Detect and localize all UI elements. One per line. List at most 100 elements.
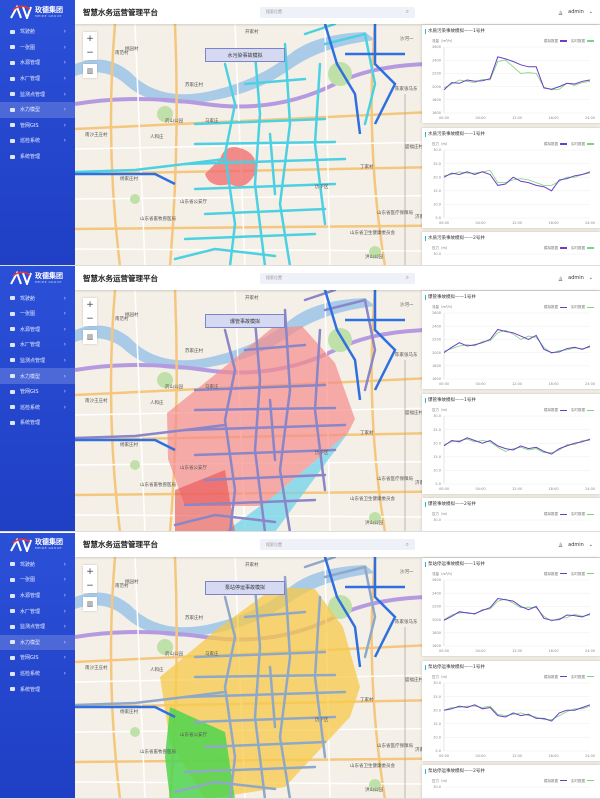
x-tick-label: 18:00 xyxy=(548,221,558,225)
menu-item-icon xyxy=(10,640,15,645)
menu-item-icon xyxy=(10,562,15,567)
y-tick-label: 20.0 xyxy=(433,708,441,712)
scenario-title: 泵站停运事故模拟 xyxy=(205,580,285,595)
chevron-down-icon[interactable]: ⌄ xyxy=(588,275,593,282)
sidebar-item[interactable]: 巡检系统 › xyxy=(0,666,75,682)
sidebar-item-label: 巡检系统 xyxy=(20,138,41,145)
search-icon[interactable]: ⌕ xyxy=(405,540,409,548)
pipe-segment xyxy=(303,556,337,568)
map-layer-button[interactable]: ▥ xyxy=(83,330,97,345)
sidebar-item[interactable]: 管网GIS › xyxy=(0,118,75,134)
zoom-out-button[interactable]: − xyxy=(86,314,94,325)
bell-icon[interactable]: 🔔 xyxy=(558,275,564,281)
pipe-segment xyxy=(75,157,227,174)
sidebar-item[interactable]: 水厂管理 › xyxy=(0,71,75,87)
map-canvas[interactable] xyxy=(75,24,600,266)
zoom-out-button[interactable]: − xyxy=(86,580,94,591)
search-input[interactable]: 搜索位置 ⌕ xyxy=(260,6,415,18)
chevron-right-icon: › xyxy=(63,607,66,615)
sidebar-item[interactable]: 驾驶舱 › xyxy=(0,557,75,573)
map-layer-button[interactable]: ▥ xyxy=(83,596,97,611)
sidebar-item[interactable]: 水力模型 › xyxy=(0,634,75,651)
menu-item-icon xyxy=(10,577,15,582)
sidebar-item[interactable]: 巡检系统 › xyxy=(0,133,75,149)
legend-sim-swatch xyxy=(560,143,567,145)
sidebar-item[interactable]: 监测点管理 › xyxy=(0,353,75,369)
sidebar-item-label: 水源管理 xyxy=(20,60,41,67)
chart-legend: 模拟数据 实时数据 xyxy=(544,246,594,251)
bell-icon[interactable]: 🔔 xyxy=(558,542,564,548)
search-input[interactable]: 搜索位置 ⌕ xyxy=(260,539,415,551)
logo-text-block: 玫德集团 MEIDE GROUP xyxy=(35,539,63,551)
y-tick-label: 2400 xyxy=(432,325,441,329)
menu-item-icon xyxy=(10,687,15,692)
sidebar-item-label: 系统管理 xyxy=(20,686,41,693)
sidebar-item[interactable]: 管网GIS › xyxy=(0,650,75,666)
x-tick-label: 24:00 xyxy=(585,754,595,758)
y-tick-label: 15.0 xyxy=(433,189,441,193)
chevron-down-icon[interactable]: ⌄ xyxy=(588,541,593,548)
menu-item-icon xyxy=(10,420,15,425)
map-place-label: 陈家张马东 xyxy=(395,353,418,359)
chart-card: 水质污染事故模拟——2号井 压力（m） 模拟数据 实时数据 30.0 xyxy=(422,232,600,265)
sidebar-item[interactable]: 一张图 › xyxy=(0,306,75,322)
sidebar-item[interactable]: 水源管理 › xyxy=(0,55,75,71)
chevron-right-icon: › xyxy=(63,310,66,318)
sidebar-item[interactable]: 系统管理 xyxy=(0,415,75,431)
sidebar-item[interactable]: 驾驶舱 › xyxy=(0,24,75,40)
x-tick-label: 00:00 xyxy=(439,649,449,653)
map-place-label: 丁家村 xyxy=(360,431,374,437)
chevron-right-icon: › xyxy=(63,28,66,36)
user-menu[interactable]: 🔔 admin ⌄ xyxy=(558,9,593,15)
chart-title: 水质污染事故模拟——2号井 xyxy=(425,236,485,241)
chevron-down-icon[interactable]: ⌄ xyxy=(588,9,593,15)
chart-y-unit: 压力（m） xyxy=(432,674,450,679)
zoom-out-button[interactable]: − xyxy=(86,48,94,58)
search-input[interactable]: 搜索位置 ⌕ xyxy=(260,272,415,284)
legend-real-swatch xyxy=(587,247,594,249)
legend-sim: 模拟数据 xyxy=(544,512,567,517)
chart-y-unit: 压力（m） xyxy=(432,512,450,517)
y-tick-label: 30.0 xyxy=(433,252,441,256)
sidebar-item[interactable]: 水厂管理 › xyxy=(0,603,75,619)
sidebar-item[interactable]: 驾驶舱 › xyxy=(0,290,75,306)
y-tick-label: 25.0 xyxy=(433,428,441,432)
legend-sim-swatch xyxy=(560,306,567,308)
zoom-in-button[interactable]: + xyxy=(86,34,94,44)
zoom-in-button[interactable]: + xyxy=(86,566,94,577)
line-chart: 30.0 25.0 20.0 15.0 10.0 5.000:00 04:00 12:00 18… xyxy=(433,148,595,225)
legend-sim-label: 模拟数据 xyxy=(544,778,558,783)
sidebar-item[interactable]: 系统管理 xyxy=(0,681,75,697)
map-place-label: 南范村 xyxy=(115,51,129,56)
map-place-label: 药山公园 xyxy=(165,651,183,657)
legend-real: 实时数据 xyxy=(571,572,594,577)
legend-sim: 模拟数据 xyxy=(544,779,567,784)
street xyxy=(234,24,246,265)
search-icon[interactable]: ⌕ xyxy=(405,8,409,15)
zoom-in-button[interactable]: + xyxy=(86,300,94,311)
sidebar-item[interactable]: 水厂管理 › xyxy=(0,337,75,353)
sidebar-item[interactable]: 系统管理 xyxy=(0,149,75,165)
map-place-label: 山东省医疗保障局 xyxy=(377,743,413,749)
sidebar-item[interactable]: 水源管理 › xyxy=(0,588,75,604)
sidebar-item[interactable]: 水力模型 › xyxy=(0,368,75,384)
sidebar-item[interactable]: 监测点管理 › xyxy=(0,619,75,635)
search-icon[interactable]: ⌕ xyxy=(405,274,409,282)
map-layers-icon: ▥ xyxy=(86,599,94,608)
sidebar-item[interactable]: 巡检系统 › xyxy=(0,399,75,415)
map-layer-button[interactable]: ▥ xyxy=(83,64,97,78)
x-tick-label: 04:00 xyxy=(475,649,485,653)
sidebar-item[interactable]: 一张图 › xyxy=(0,40,75,56)
bell-icon[interactable]: 🔔 xyxy=(558,9,564,15)
sidebar-item[interactable]: 管网GIS › xyxy=(0,384,75,400)
sidebar-item[interactable]: 水力模型 › xyxy=(0,101,75,118)
user-menu[interactable]: 🔔 admin ⌄ xyxy=(558,542,593,548)
sidebar-item[interactable]: 监测点管理 › xyxy=(0,86,75,102)
pipe-segment xyxy=(303,24,337,36)
pipe-segment xyxy=(323,565,377,658)
sidebar-item[interactable]: 一张图 › xyxy=(0,572,75,588)
user-menu[interactable]: 🔔 admin ⌄ xyxy=(558,275,593,281)
pipe-segment xyxy=(193,117,327,126)
sidebar-item[interactable]: 水源管理 › xyxy=(0,321,75,337)
map-place-label: 南范村 xyxy=(115,317,129,323)
